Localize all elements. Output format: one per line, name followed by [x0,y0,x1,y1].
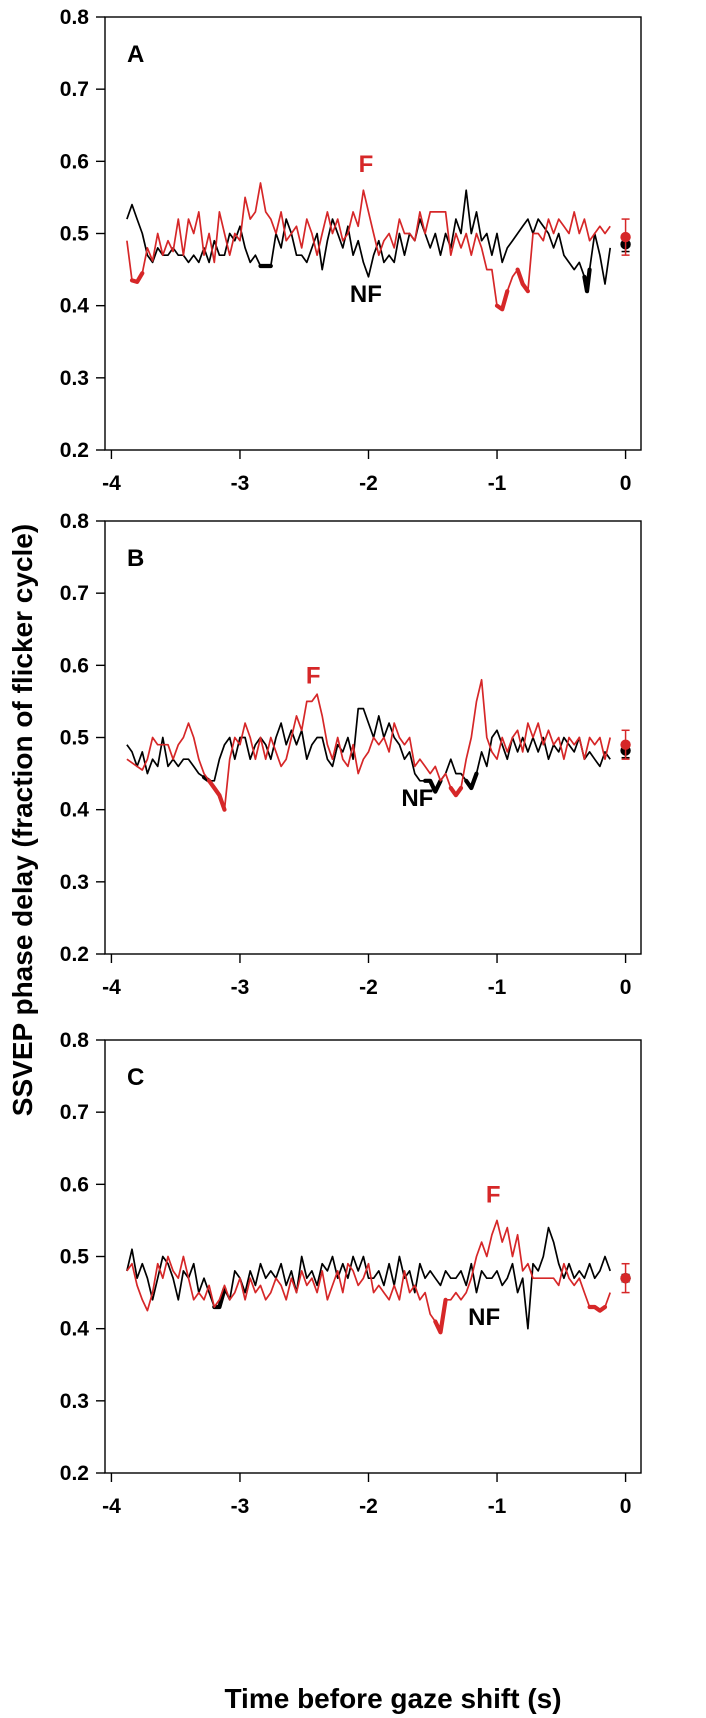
significant-segment [423,778,443,794]
series-line-f [126,182,611,311]
x-tick-label: -2 [359,472,378,495]
y-tick-label: 0.2 [60,439,89,462]
x-tick-label: -3 [231,472,250,495]
series-label-f: F [359,151,374,178]
panels: 0.2 0.3 0.4 0.5 0.6 0.7 0.8 -4 -3 -2 -1 0 A NF F 0.2 0.3… [60,6,642,1518]
x-tick-label: -1 [488,976,507,999]
y-tick-label: 0.4 [60,799,90,822]
y-tick-label: 0.6 [60,1173,89,1196]
y-tick-label: 0.3 [60,1390,89,1413]
significant-segment [207,778,227,812]
y-tick-label: 0.3 [60,871,89,894]
panel-letter: A [127,41,144,68]
y-axis-title: SSVEP phase delay (fraction of flicker c… [7,524,38,1116]
y-tick-label: 0.7 [60,582,89,605]
series-f: F [126,1181,631,1335]
x-axis-title: Time before gaze shift (s) [224,1683,561,1714]
significant-segment [212,1286,227,1310]
series-label-nf: NF [350,281,382,308]
series-line-f [126,1219,611,1334]
x-tick-label: -4 [102,472,121,495]
panel-a: 0.2 0.3 0.4 0.5 0.6 0.7 0.8 -4 -3 -2 -1 0 A NF F [60,6,642,495]
series-nf: NF [126,707,631,812]
endpoint-marker [620,739,631,750]
y-tick-label: 0.4 [60,295,90,318]
x-tick-label: -1 [488,1495,507,1518]
y-tick-label: 0.5 [60,223,90,246]
series-line-f [126,678,612,811]
x-tick-label: -3 [231,976,250,999]
panel-c: 0.2 0.3 0.4 0.5 0.6 0.7 0.8 -4 -3 -2 -1 0 C NF F [60,1029,642,1518]
y-tick-label: 0.5 [60,727,90,750]
significant-segment [515,267,530,294]
x-tick-label: -2 [359,976,378,999]
series-f: F [126,662,631,812]
panel-letter: B [127,545,144,572]
y-tick-label: 0.2 [60,943,89,966]
significant-segment [448,785,464,798]
y-tick-label: 0.2 [60,1462,89,1485]
y-tick-label: 0.3 [60,367,89,390]
y-tick-label: 0.8 [60,510,90,533]
significant-segment [464,771,479,791]
x-tick-label: 0 [620,1495,632,1518]
x-tick-label: -3 [231,1495,250,1518]
y-tick-label: 0.7 [60,78,89,101]
significant-segment [129,271,145,284]
endpoint-marker [620,231,631,243]
significant-segment [433,1297,448,1335]
x-tick-label: -4 [102,976,121,999]
significant-segment [494,289,510,312]
y-tick-label: 0.8 [60,1029,90,1052]
series-label-nf: NF [468,1304,500,1331]
series-label-f: F [486,1181,501,1208]
y-tick-label: 0.4 [60,1318,90,1341]
y-tick-label: 0.7 [60,1101,89,1124]
series-line-nf [126,189,612,293]
series-label-nf: NF [401,785,433,812]
y-tick-label: 0.5 [60,1246,90,1269]
y-tick-label: 0.6 [60,654,89,677]
x-tick-label: -1 [488,472,507,495]
endpoint-marker [620,1272,631,1284]
x-tick-label: 0 [620,472,632,495]
x-tick-label: -2 [359,1495,378,1518]
series-label-f: F [306,662,321,689]
plot-frame [104,1039,642,1474]
significant-segment [587,1304,608,1313]
significant-segment [582,267,592,294]
series-f: F [126,151,631,312]
panel-letter: C [127,1064,144,1091]
y-tick-label: 0.6 [60,150,89,173]
series-nf: NF [126,189,631,308]
y-tick-label: 0.8 [60,6,90,29]
panel-b: 0.2 0.3 0.4 0.5 0.6 0.7 0.8 -4 -3 -2 -1 0 B NF F [60,510,642,999]
x-tick-label: 0 [620,976,632,999]
x-tick-label: -4 [102,1495,121,1518]
